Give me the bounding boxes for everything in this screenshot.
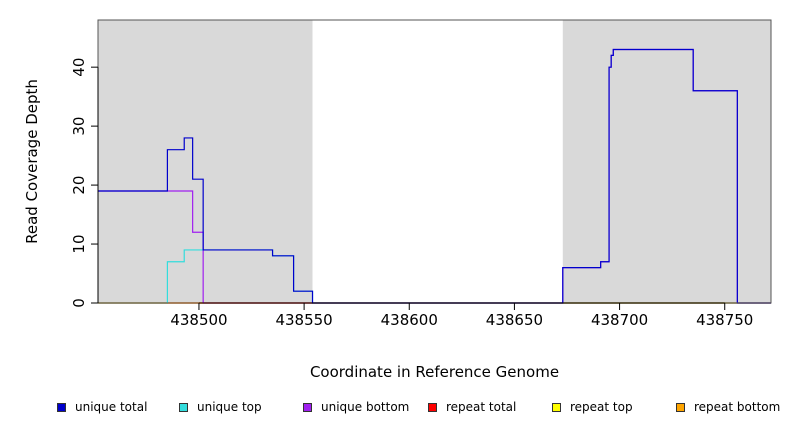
legend-item-repeat-total: repeat total <box>428 400 516 414</box>
legend-label: unique top <box>197 400 262 414</box>
legend-swatch <box>57 402 66 412</box>
legend-label: repeat total <box>446 400 517 414</box>
legend-item-unique-top: unique top <box>179 400 262 414</box>
legend-swatch <box>552 402 561 412</box>
x-tick-label: 438550 <box>275 311 332 329</box>
y-tick-label: 0 <box>70 298 88 308</box>
legend-swatch <box>428 402 437 412</box>
legend: unique total unique top unique bottom repea… <box>0 400 792 418</box>
y-tick-label: 10 <box>70 234 88 253</box>
legend-item-unique-bottom: unique bottom <box>303 400 409 414</box>
shaded-regions <box>98 20 771 303</box>
x-tick-label: 438700 <box>591 311 648 329</box>
x-tick-label: 438750 <box>696 311 753 329</box>
legend-item-repeat-bottom: repeat bottom <box>676 400 780 414</box>
y-axis-title: Read Coverage Depth <box>23 79 41 244</box>
coverage-chart: 438500 438550 438600 438650 438700 438750 0 10… <box>23 19 772 381</box>
legend-item-unique-total: unique total <box>57 400 147 414</box>
legend-label: unique bottom <box>321 400 410 414</box>
x-axis-title: Coordinate in Reference Genome <box>310 363 559 381</box>
legend-swatch <box>303 402 312 412</box>
x-tick-label: 438500 <box>170 311 227 329</box>
x-tick-label: 438600 <box>381 311 438 329</box>
y-tick-label: 30 <box>70 117 88 136</box>
shaded-region-1 <box>98 20 313 303</box>
legend-label: repeat bottom <box>694 400 781 414</box>
y-tick-label: 20 <box>70 176 88 195</box>
x-tick-label: 438650 <box>486 311 543 329</box>
x-axis: 438500 438550 438600 438650 438700 438750 <box>170 302 753 329</box>
shaded-region-2 <box>562 20 771 303</box>
legend-label: unique total <box>75 400 148 414</box>
legend-swatch <box>676 402 685 412</box>
y-axis: 0 10 20 30 40 <box>70 58 99 308</box>
legend-item-repeat-top: repeat top <box>552 400 633 414</box>
legend-label: repeat top <box>570 400 633 414</box>
legend-swatch <box>179 402 188 412</box>
y-tick-label: 40 <box>70 58 88 77</box>
